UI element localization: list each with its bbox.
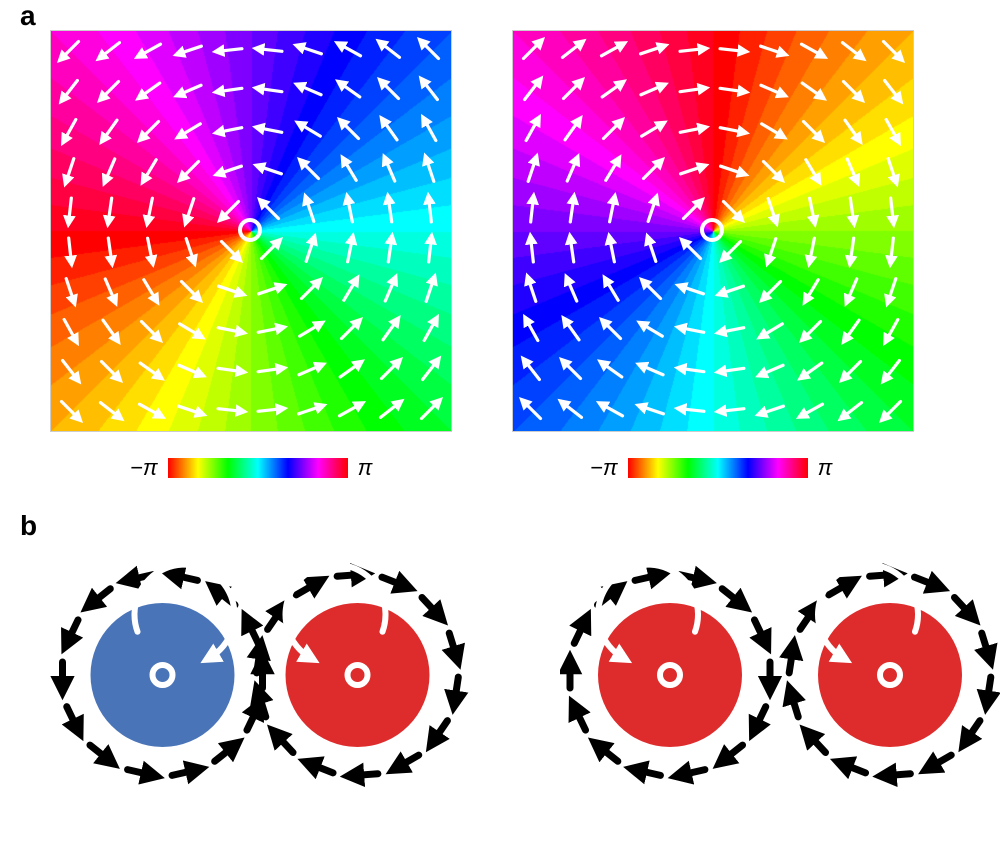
colorbar-min-label: −π [590, 455, 618, 481]
colorbar-gradient-left [168, 458, 348, 478]
phase-panel-right [512, 30, 914, 432]
panel-a-label: a [20, 0, 36, 32]
phase-panel-left [50, 30, 452, 432]
colorbar-gradient-right [628, 458, 808, 478]
colorbar-max-label: π [358, 455, 373, 481]
colorbar-left: −π π [130, 455, 372, 481]
arrow-overlay-left [50, 30, 450, 430]
vortex-pair-right [560, 545, 1000, 805]
colorbar-min-label: −π [130, 455, 158, 481]
panel-a-row [50, 30, 914, 432]
colorbar-right: −π π [590, 455, 832, 481]
panel-b-label: b [20, 510, 37, 542]
colorbar-max-label: π [818, 455, 833, 481]
arrow-overlay-right [512, 30, 912, 430]
panel-b-row [40, 545, 1000, 805]
vortex-pair-left [40, 545, 480, 805]
figure-root: a −π π −π π b [0, 0, 1000, 841]
